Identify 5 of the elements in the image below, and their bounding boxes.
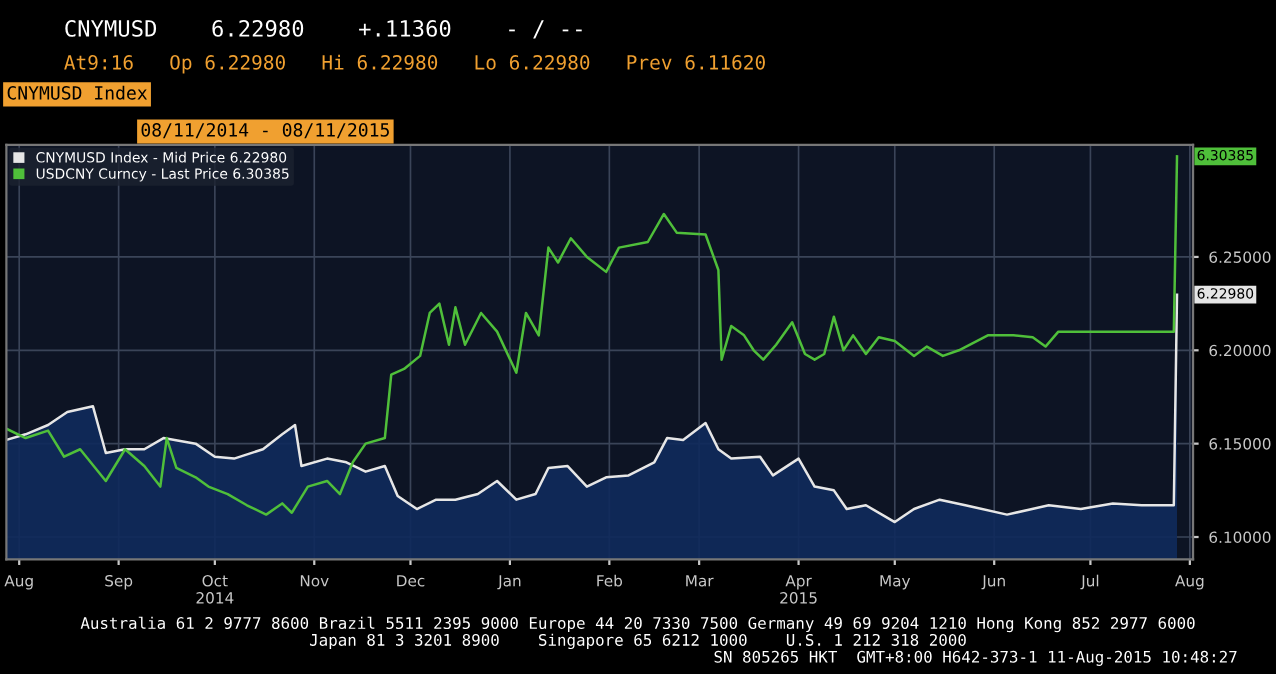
text: 08/11/2014 - 08/11/2015 bbox=[141, 123, 389, 139]
line-series bbox=[6, 155, 1179, 516]
chart-subtitle: At9:16 Op 6.22980 Hi 6.22980 Lo 6.22980 Prev 6.11620 bbox=[64, 54, 765, 74]
chart-title: CNYMUSD 6.22980 +.11360 - / -- bbox=[65, 20, 582, 39]
text: CNYMUSD Index bbox=[7, 85, 148, 100]
